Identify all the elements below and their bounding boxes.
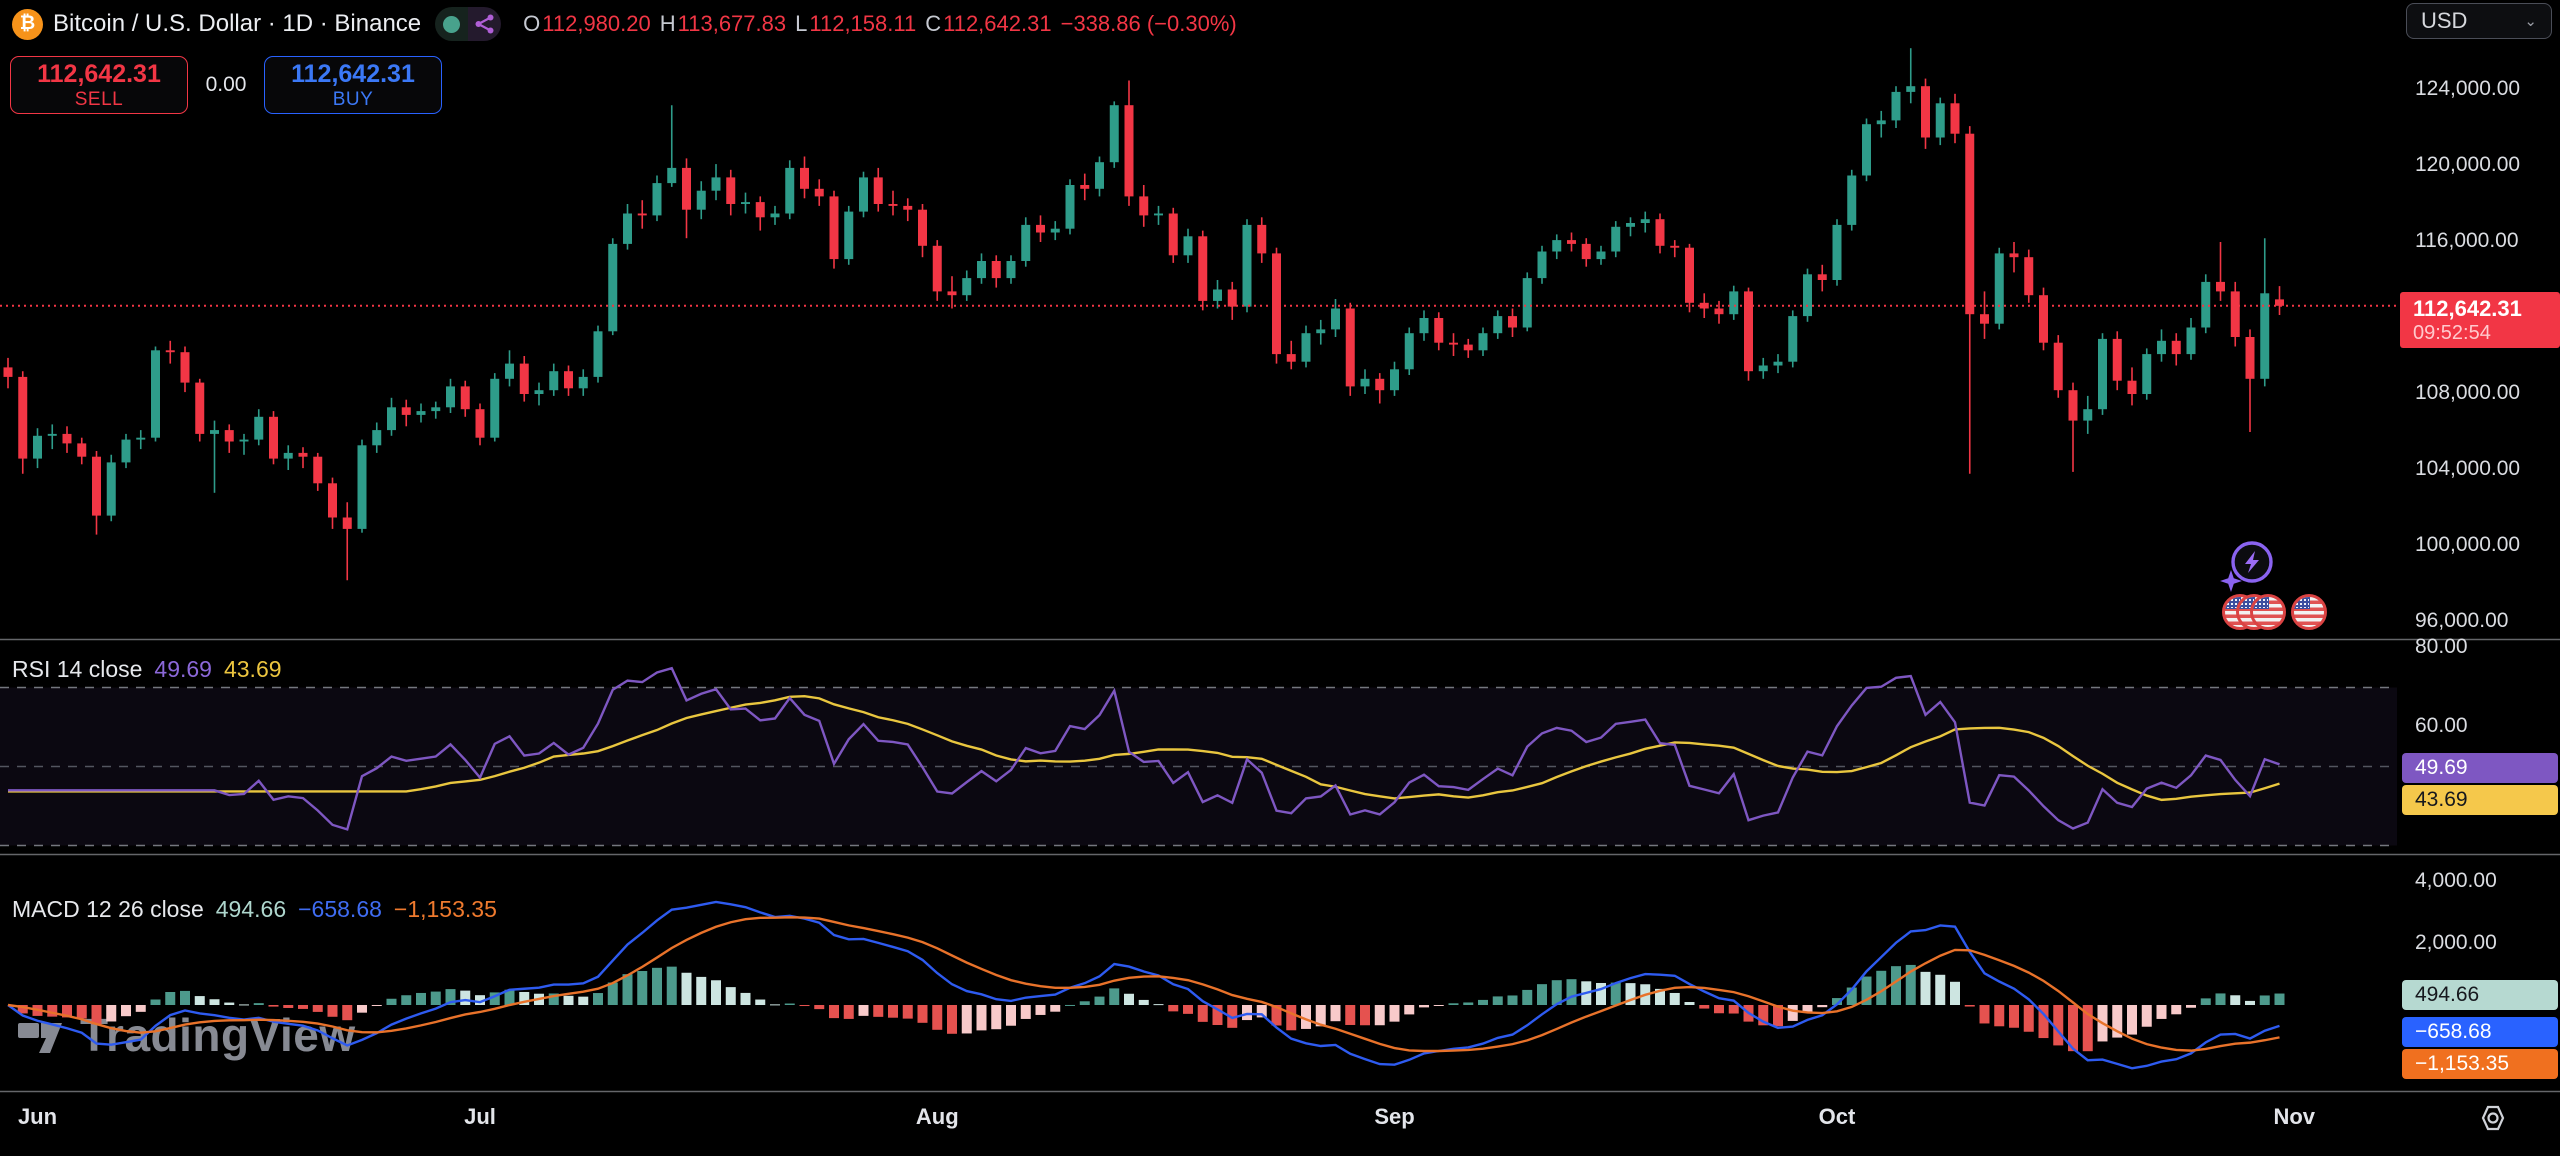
spread-value: 0.00: [205, 73, 247, 96]
ohlc-readout: O 112,980.20 H 113,677.83 L 112,158.11 C 112…: [523, 11, 1237, 36]
time-axis-month-label: Nov: [2273, 1104, 2316, 1129]
tradingview-watermark: TradingView: [16, 1008, 356, 1062]
chevron-down-icon: ⌄: [2524, 13, 2537, 30]
axis-label: 120,000.00: [2415, 153, 2521, 176]
last-price: 112,642.31: [2413, 296, 2522, 322]
sell-label: SELL: [74, 88, 124, 110]
us-flag-event-icon[interactable]: [2291, 594, 2327, 630]
currency-selected-value: USD: [2421, 8, 2468, 33]
bitcoin-logo-icon: ₿: [12, 8, 43, 40]
buy-button[interactable]: 112,642.31 BUY: [264, 56, 442, 114]
axis-label: 108,000.00: [2415, 381, 2521, 404]
macd-histogram-value: 494.66: [215, 896, 287, 922]
macd-signal-value: −1,153.35: [393, 896, 497, 922]
high-value: 113,677.83: [677, 11, 787, 36]
share-icon: [475, 14, 494, 34]
share-button[interactable]: [468, 7, 502, 41]
order-panel: 112,642.31 SELL 0.00 112,642.31 BUY: [10, 56, 442, 114]
tradingview-logo-icon: [18, 1023, 62, 1053]
time-scale[interactable]: Jun Jul Aug Sep Oct Nov: [0, 1091, 2560, 1156]
change-value: −338.86 (−0.30%): [1060, 11, 1237, 36]
time-axis-month-label: Jun: [17, 1104, 58, 1129]
low-value: 112,158.11: [809, 11, 917, 36]
flash-icon: [2220, 541, 2273, 592]
axis-label: 96,000.00: [2415, 609, 2509, 632]
axis-value-badge: 494.66: [2402, 980, 2558, 1010]
rsi-legend[interactable]: RSI 14 close 49.69 43.69: [12, 656, 282, 682]
symbol-title[interactable]: Bitcoin / U.S. Dollar · 1D · Binance: [53, 10, 422, 37]
axis-label: 2,000.00: [2415, 930, 2497, 954]
time-axis-month-label: Oct: [1818, 1104, 1856, 1129]
candles-layer: [3, 48, 2284, 581]
axis-value-badge: −1,153.35: [2402, 1049, 2558, 1079]
scale-settings-button[interactable]: [2478, 1103, 2508, 1138]
axis-label: 124,000.00: [2415, 77, 2521, 100]
axis-label: 80.00: [2415, 635, 2468, 658]
axis-label: 4,000.00: [2415, 869, 2497, 892]
time-axis-month-label: Sep: [1374, 1104, 1415, 1129]
macd-layer: [7, 900, 2285, 1070]
sell-button[interactable]: 112,642.31 SELL: [10, 56, 188, 114]
axis-label: 60.00: [2415, 714, 2468, 737]
rsi-layer: [8, 666, 2280, 831]
bar-countdown: 09:52:54: [2413, 321, 2491, 344]
close-value: 112,642.31: [943, 11, 1052, 36]
open-value: 112,980.20: [542, 11, 651, 36]
us-flag-event-icon[interactable]: [2250, 594, 2286, 630]
rsi-value: 49.69: [154, 656, 212, 682]
time-axis-month-label: Jul: [464, 1104, 496, 1129]
ai-flash-event-button[interactable]: [2218, 540, 2276, 601]
axis-label: 104,000.00: [2415, 457, 2521, 480]
last-price-badge: 112,642.31 09:52:54: [2400, 292, 2560, 348]
sell-price: 112,642.31: [37, 59, 161, 88]
macd-legend[interactable]: MACD 12 26 close 494.66 −658.68 −1,153.3…: [12, 896, 497, 922]
axis-value-badge: −658.68: [2402, 1017, 2558, 1047]
rsi-ma-value: 43.69: [223, 656, 282, 682]
price-scale[interactable]: 112,642.31 09:52:54 124,000.00 120,000.00…: [2400, 0, 2560, 1156]
gear-icon: [2481, 1105, 2505, 1131]
buy-label: BUY: [332, 88, 374, 110]
axis-value-badge: 49.69: [2402, 753, 2558, 783]
axis-label: 100,000.00: [2415, 533, 2521, 556]
status-dot-icon: [443, 15, 461, 33]
currency-selector[interactable]: USD ⌄: [2406, 3, 2552, 39]
chart-quick-actions: [435, 7, 502, 41]
axis-label: 116,000.00: [2415, 229, 2519, 252]
buy-price: 112,642.31: [291, 59, 415, 88]
economic-event-markers: [2222, 594, 2327, 630]
time-axis-month-label: Aug: [915, 1104, 959, 1129]
macd-line-value: −658.68: [298, 896, 382, 922]
chart-header: ₿ Bitcoin / U.S. Dollar · 1D · Binance O…: [12, 4, 1237, 44]
minimize-toggle-button[interactable]: [435, 7, 469, 41]
watermark-text: TradingView: [80, 1009, 356, 1061]
axis-value-badge: 43.69: [2402, 785, 2558, 815]
